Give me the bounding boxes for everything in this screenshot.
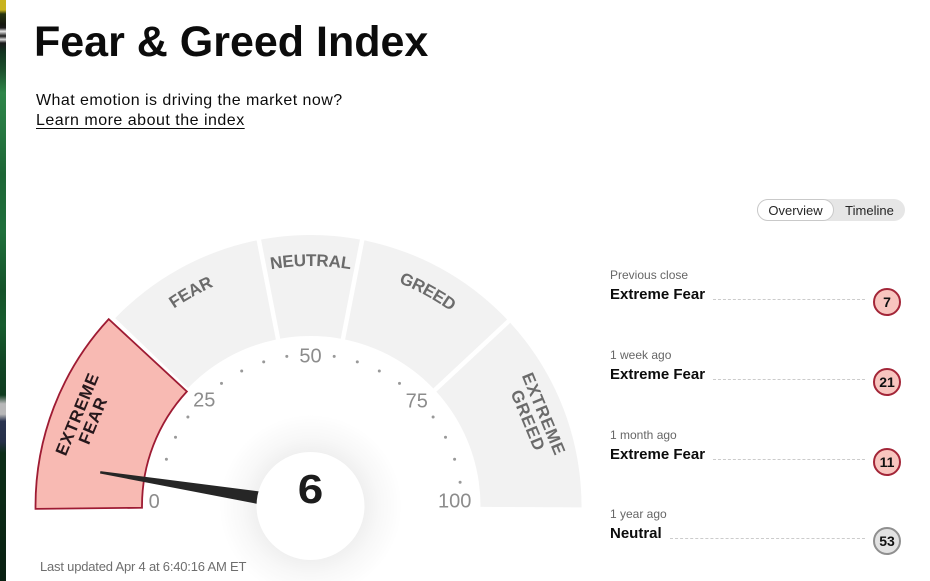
svg-text:25: 25: [193, 390, 215, 412]
svg-text:6: 6: [298, 467, 324, 512]
svg-text:NEUTRAL: NEUTRAL: [269, 251, 353, 273]
svg-text:50: 50: [299, 346, 321, 368]
svg-text:75: 75: [406, 391, 428, 413]
svg-text:100: 100: [438, 491, 471, 513]
svg-text:0: 0: [149, 491, 160, 513]
